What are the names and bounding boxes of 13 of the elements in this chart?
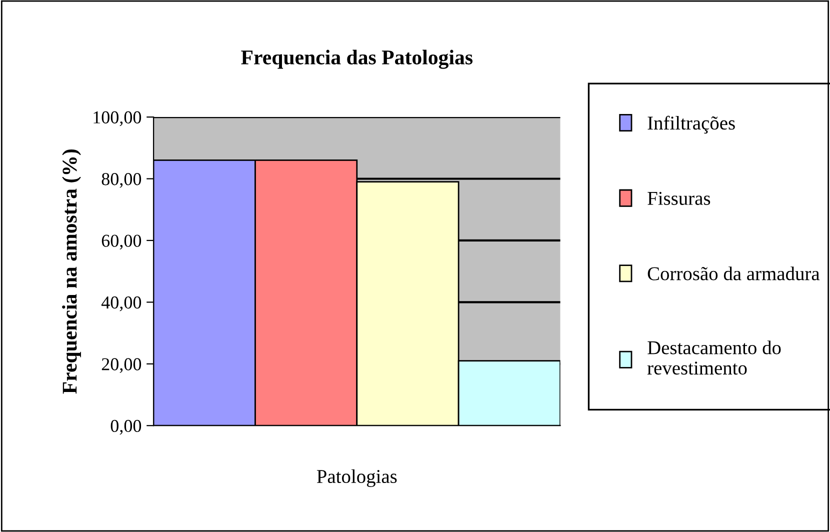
- legend-label: Fissuras: [648, 192, 710, 205]
- y-tick-label: 100,00: [94, 111, 142, 126]
- y-tick-label: 80,00: [102, 173, 142, 188]
- legend-label: Corrosão da armadura: [648, 266, 820, 280]
- chart-title: Frequencia das Patologias: [241, 50, 473, 69]
- y-tick-label: 0,00: [110, 420, 142, 435]
- y-tick-label: 40,00: [101, 296, 142, 312]
- y-tick-label: 60,00: [102, 234, 142, 250]
- x-axis-title: Patologias: [316, 469, 397, 488]
- y-tick-label: 20,00: [102, 358, 142, 373]
- y-axis-title: Frequencia na amostra (%): [62, 149, 81, 394]
- legend-label: Infiltrações: [648, 116, 735, 134]
- legend-label: Destacamento do revestimento: [647, 340, 781, 375]
